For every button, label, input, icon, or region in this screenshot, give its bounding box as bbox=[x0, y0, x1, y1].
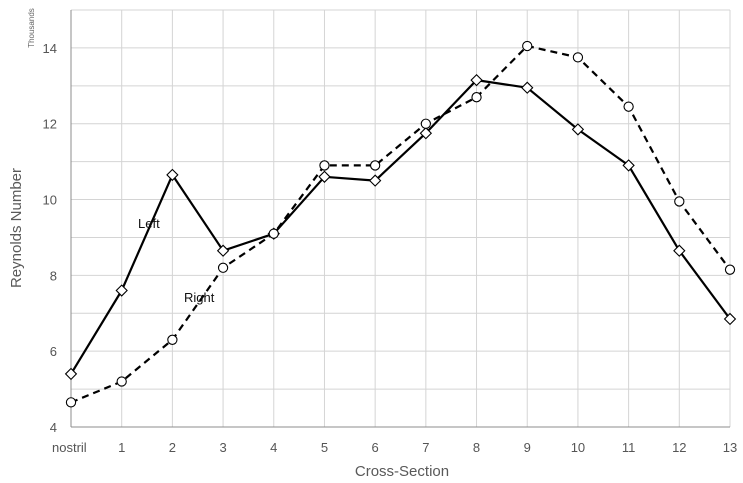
x-tick-label: 6 bbox=[372, 440, 379, 455]
x-tick-label: 11 bbox=[622, 440, 636, 455]
y-tick-label: 10 bbox=[43, 193, 57, 208]
x-tick-label: 5 bbox=[321, 440, 328, 455]
x-tick-label: 10 bbox=[571, 440, 585, 455]
data-point-right bbox=[674, 196, 685, 207]
data-point-left bbox=[419, 127, 433, 140]
data-point-right bbox=[522, 40, 533, 52]
y-axis-title: Reynolds Number bbox=[8, 168, 25, 288]
y-tick-label: 8 bbox=[50, 268, 57, 283]
x-tick-label: 4 bbox=[270, 440, 277, 455]
data-point-left bbox=[368, 174, 382, 187]
y-axis-unit-label: Thousands bbox=[27, 8, 36, 48]
x-tick-label: 13 bbox=[723, 440, 737, 455]
data-point-left bbox=[318, 170, 331, 183]
data-point-left bbox=[470, 73, 483, 87]
y-tick-label: 12 bbox=[43, 117, 57, 132]
data-point-right bbox=[471, 92, 482, 103]
series-label-left: Left bbox=[138, 216, 160, 231]
series-label-right: Right bbox=[184, 290, 215, 305]
x-tick-label: 7 bbox=[422, 440, 429, 455]
data-point-left bbox=[723, 312, 737, 326]
data-point-left bbox=[571, 123, 585, 136]
x-tick-label: 12 bbox=[672, 440, 686, 455]
y-tick-label: 6 bbox=[50, 344, 57, 359]
y-tick-label: 4 bbox=[50, 420, 57, 435]
series-lines bbox=[70, 44, 731, 404]
data-point-left bbox=[115, 284, 128, 297]
data-point-right bbox=[65, 397, 77, 408]
data-point-right bbox=[370, 160, 381, 171]
data-point-right bbox=[724, 264, 736, 275]
data-point-right bbox=[217, 262, 229, 273]
series-line-right bbox=[70, 44, 731, 404]
x-tick-label: 9 bbox=[524, 440, 531, 455]
x-tick-label: 1 bbox=[118, 440, 125, 455]
series-markers bbox=[64, 40, 737, 408]
data-point-right bbox=[268, 228, 279, 239]
data-point-left bbox=[64, 367, 78, 381]
data-point-right bbox=[572, 52, 584, 63]
x-axis-title: Cross-Section bbox=[355, 463, 449, 480]
data-point-left bbox=[166, 168, 179, 182]
data-point-right bbox=[420, 118, 431, 129]
data-point-right bbox=[116, 376, 127, 387]
data-point-left bbox=[673, 244, 686, 257]
labels: Thousands Reynolds Number Cross-Section … bbox=[8, 8, 737, 480]
data-point-right bbox=[623, 101, 634, 112]
x-tick-label: nostril bbox=[52, 440, 87, 455]
x-tick-label: 2 bbox=[169, 440, 176, 455]
y-tick-label: 14 bbox=[43, 41, 57, 56]
data-point-left bbox=[216, 244, 230, 257]
series-line-left bbox=[70, 78, 731, 375]
data-point-left bbox=[622, 159, 635, 172]
data-point-right bbox=[319, 160, 330, 171]
grid bbox=[71, 9, 731, 427]
axes bbox=[70, 10, 730, 428]
data-point-right bbox=[167, 334, 178, 345]
x-tick-label: 8 bbox=[473, 440, 480, 455]
data-point-left bbox=[521, 81, 534, 94]
x-tick-label: 3 bbox=[219, 440, 226, 455]
